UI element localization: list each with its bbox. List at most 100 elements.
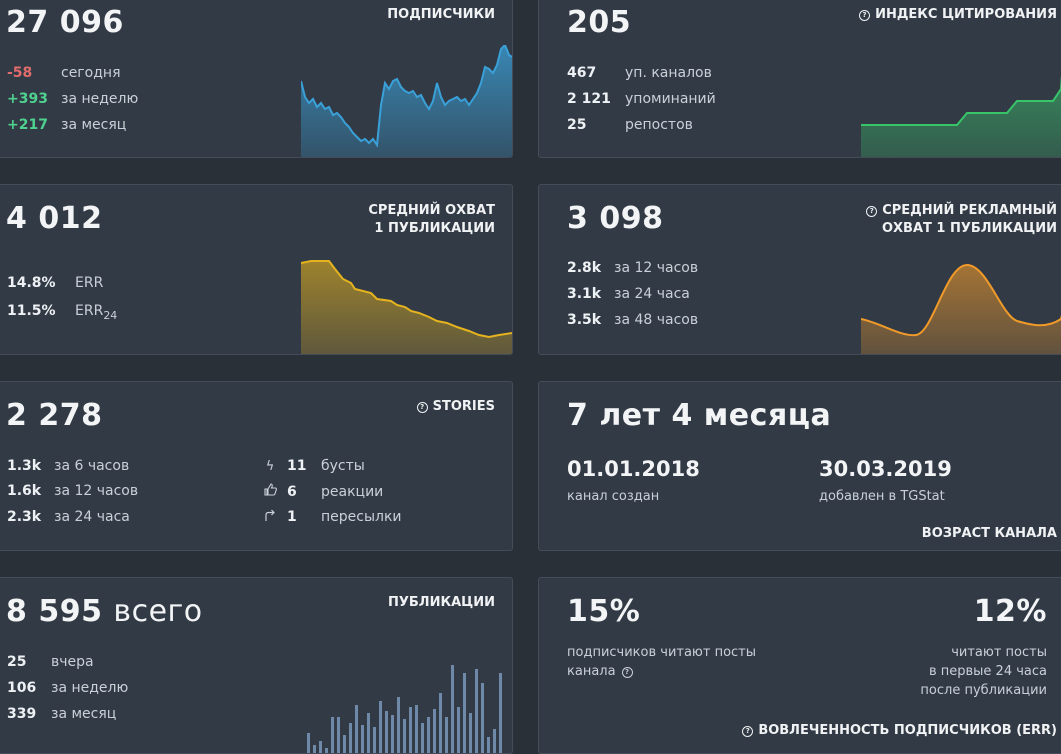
row-value: +217: [7, 117, 48, 133]
posts-week-row: 106 за неделю: [7, 680, 128, 696]
row-label: пересылки: [321, 509, 402, 525]
engagement-card[interactable]: 15% подписчиков читают посты канала? 12% …: [538, 577, 1061, 754]
added-label: добавлен в TGStat: [819, 489, 945, 504]
stories-value: 2 278: [6, 398, 103, 433]
err24-row: 11.5% ERR24: [7, 303, 118, 322]
posts-bar-chart: [307, 665, 502, 753]
stories-boosts-row: ϟ 11 бусты: [263, 458, 365, 474]
row-value: 1.3k: [7, 458, 42, 474]
citation-reposts-row: 25 репостов: [567, 117, 693, 133]
posts-bar: [319, 741, 322, 753]
stories-forwards-row: 1 пересылки: [263, 509, 402, 525]
posts-bar: [385, 711, 388, 753]
row-value: 106: [7, 680, 37, 696]
ad-reach-sparkline: [861, 263, 1061, 354]
row-label: упоминаний: [625, 91, 716, 107]
citation-sparkline: [861, 74, 1061, 157]
row-value: 339: [7, 706, 37, 722]
added-date: 30.03.2019: [819, 457, 952, 481]
posts-bar: [391, 715, 394, 753]
created-label: канал создан: [567, 489, 660, 504]
posts-bar: [445, 717, 448, 753]
posts-bar: [409, 707, 412, 753]
subscribers-today-row: -58 сегодня: [7, 65, 121, 81]
reach-value: 4 012: [6, 201, 103, 236]
row-value: 1: [287, 509, 297, 525]
row-label: за неделю: [51, 680, 129, 696]
posts-bar: [313, 745, 316, 753]
row-value: 2.3k: [7, 509, 42, 525]
citation-title: ? ИНДЕКС ЦИТИРОВАНИЯ: [859, 6, 1057, 24]
ad-reach-value: 3 098: [567, 201, 664, 236]
row-value: 6: [287, 484, 297, 500]
err-row: 14.8% ERR: [7, 275, 103, 291]
row-label: за 24 часа: [54, 509, 130, 525]
help-icon[interactable]: ?: [866, 206, 878, 217]
posts-card[interactable]: 8 595 всего ПУБЛИКАЦИИ 25 вчера 106 за нед…: [0, 577, 513, 754]
row-value: 3.1k: [567, 286, 602, 302]
engagement-left-value: 15%: [567, 594, 641, 629]
subscribers-title: ПОДПИСЧИКИ: [387, 7, 495, 22]
row-value: 2 121: [567, 91, 611, 107]
ad-reach-card[interactable]: 3 098 ? СРЕДНИЙ РЕКЛАМНЫЙ ОХВАТ 1 ПУБЛИКАЦ…: [538, 184, 1061, 355]
posts-bar: [487, 737, 490, 753]
ad-reach-12h-row: 2.8k за 12 часов: [567, 260, 698, 276]
posts-total: 8 595 всего: [6, 594, 203, 629]
row-label: за 12 часов: [54, 483, 139, 499]
posts-bar: [373, 727, 376, 753]
row-label: вчера: [51, 654, 94, 670]
row-label: реакции: [321, 484, 384, 500]
row-label: за 24 часа: [614, 286, 690, 302]
channel-age-value: 7 лет 4 месяца: [567, 398, 832, 433]
engagement-right-text: читают посты в первые 24 часа после публик…: [920, 645, 1047, 698]
row-value: 14.8%: [7, 275, 56, 291]
posts-bar: [397, 697, 400, 753]
posts-bar: [499, 673, 502, 753]
row-value: 467: [567, 65, 597, 81]
row-value: 2.8k: [567, 260, 602, 276]
row-label: ERR: [75, 275, 104, 291]
share-arrow-icon: [263, 509, 277, 525]
reach-sparkline: [301, 260, 512, 354]
posts-bar: [415, 705, 418, 753]
help-icon[interactable]: ?: [859, 10, 871, 21]
posts-bar: [343, 735, 346, 753]
created-date: 01.01.2018: [567, 457, 700, 481]
posts-bar: [439, 693, 442, 753]
subscribers-month-row: +217 за месяц: [7, 117, 126, 133]
row-label: за неделю: [61, 91, 139, 107]
posts-bar: [355, 705, 358, 753]
subscribers-card[interactable]: 27 096 ПОДПИСЧИКИ -58 сегодня +393 за неде…: [0, 0, 513, 158]
channel-age-card[interactable]: 7 лет 4 месяца 01.01.2018 канал создан 3…: [538, 381, 1061, 551]
row-label: за месяц: [61, 117, 127, 133]
subscribers-week-row: +393 за неделю: [7, 91, 138, 107]
ad-reach-24h-row: 3.1k за 24 часа: [567, 286, 690, 302]
row-value: 3.5k: [567, 312, 602, 328]
posts-title: ПУБЛИКАЦИИ: [388, 595, 495, 610]
posts-bar: [361, 725, 364, 753]
row-label: уп. каналов: [625, 65, 712, 81]
stories-title: ? STORIES: [416, 398, 495, 416]
row-label: сегодня: [61, 65, 121, 81]
citation-index-value: 205: [567, 5, 632, 40]
posts-yesterday-row: 25 вчера: [7, 654, 94, 670]
help-icon[interactable]: ?: [742, 726, 754, 737]
row-value: 1.6k: [7, 483, 42, 499]
posts-bar: [481, 683, 484, 753]
row-label: репостов: [625, 117, 693, 133]
engagement-right-value: 12%: [973, 594, 1047, 629]
posts-bar: [307, 733, 310, 753]
help-icon[interactable]: ?: [621, 667, 633, 678]
engagement-left-text: подписчиков читают посты канала?: [567, 645, 757, 679]
engagement-title: ? ВОВЛЕЧЕННОСТЬ ПОДПИСЧИКОВ (ERR): [742, 722, 1057, 740]
stories-12h-row: 1.6k за 12 часов: [7, 483, 138, 499]
citation-card[interactable]: 205 ? ИНДЕКС ЦИТИРОВАНИЯ 467 уп. каналов 2…: [538, 0, 1061, 158]
posts-bar: [421, 723, 424, 753]
reach-card[interactable]: 4 012 СРЕДНИЙ ОХВАТ 1 ПУБЛИКАЦИИ 14.8% ERR…: [0, 184, 513, 355]
stories-card[interactable]: 2 278 ? STORIES 1.3k за 6 часов 1.6k за 12 …: [0, 381, 513, 551]
row-label: за 48 часов: [614, 312, 699, 328]
help-icon[interactable]: ?: [416, 402, 428, 413]
citation-mentions-row: 2 121 упоминаний: [567, 91, 716, 107]
posts-bar: [463, 673, 466, 753]
row-value: 25: [7, 654, 27, 670]
